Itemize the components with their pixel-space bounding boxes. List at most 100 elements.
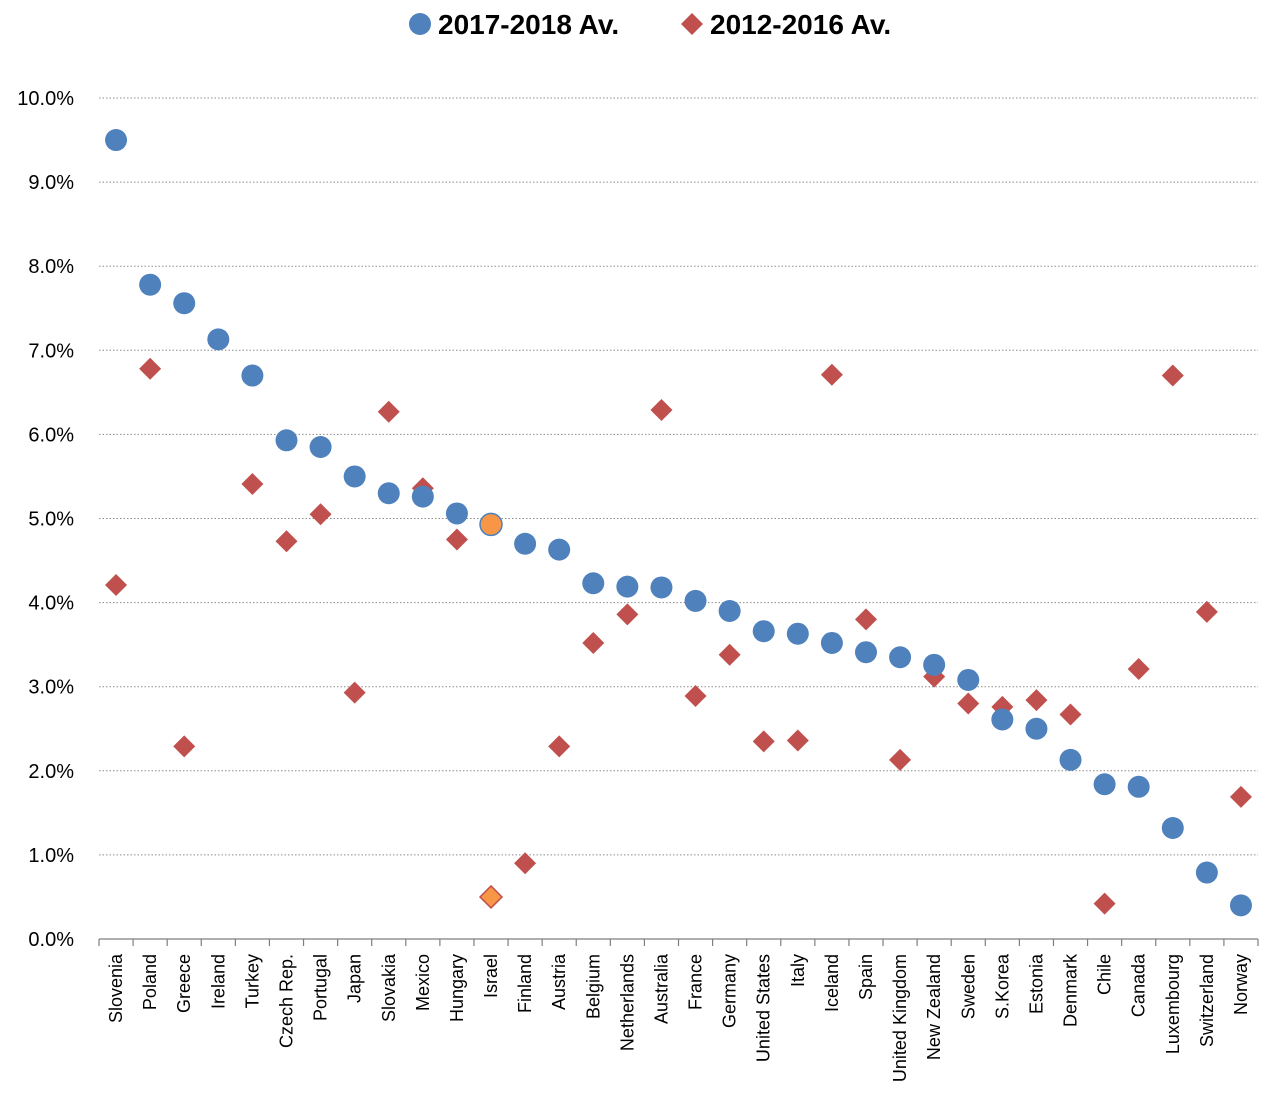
y-tick-label: 3.0%: [28, 677, 74, 699]
x-tick-label: France: [686, 954, 706, 1010]
data-point-diamond: [957, 692, 980, 715]
data-point-diamond: [1229, 785, 1252, 808]
data-point-circle: [786, 622, 809, 645]
data-point-circle: [241, 364, 264, 387]
y-tick-label: 2.0%: [28, 761, 74, 783]
data-point-circle: [854, 641, 877, 664]
data-point-diamond: [820, 363, 843, 386]
data-point-diamond: [752, 730, 775, 753]
data-point-circle: [1059, 748, 1082, 771]
data-point-diamond: [514, 852, 537, 875]
data-point-circle: [991, 708, 1014, 731]
x-tick-label: Israel: [481, 954, 501, 998]
data-point-circle: [1127, 775, 1150, 798]
data-point-diamond: [445, 528, 468, 551]
legend-label-2017-2018: 2017-2018 Av.: [438, 9, 619, 40]
x-tick-label: Switzerland: [1197, 954, 1217, 1047]
x-tick-label: Australia: [651, 953, 671, 1024]
x-tick-label: Estonia: [1026, 953, 1046, 1014]
x-tick-label: United Kingdom: [890, 954, 910, 1082]
data-point-diamond: [650, 399, 673, 422]
data-point-circle: [309, 436, 332, 459]
x-tick-label: Czech Rep.: [276, 954, 296, 1048]
data-point-circle: [684, 589, 707, 612]
x-tick-label: Italy: [788, 954, 808, 987]
data-point-diamond: [377, 400, 400, 423]
data-point-diamond: [548, 735, 571, 758]
data-point-circle: [1161, 816, 1184, 839]
data-point-circle: [548, 538, 571, 561]
data-point-circle: [1093, 773, 1116, 796]
data-point-circle: [275, 429, 298, 452]
x-tick-label: Greece: [174, 954, 194, 1013]
data-point-diamond: [889, 748, 912, 771]
x-tick-label: Canada: [1129, 953, 1149, 1017]
data-point-diamond: [718, 643, 741, 666]
data-point-diamond: [173, 735, 196, 758]
x-tick-label: United States: [754, 954, 774, 1062]
data-point-circle: [616, 575, 639, 598]
data-point-circle: [479, 512, 503, 537]
data-point-diamond: [139, 357, 162, 380]
data-point-circle: [923, 653, 946, 676]
x-tick-label: Japan: [345, 954, 365, 1003]
x-tick-label: Sweden: [958, 954, 978, 1019]
x-tick-label: Chile: [1095, 954, 1115, 995]
data-point-circle: [343, 465, 366, 488]
legend: 2017-2018 Av. 2012-2016 Av.: [409, 9, 891, 40]
data-point-circle: [377, 482, 400, 505]
x-tick-label: New Zealand: [924, 954, 944, 1060]
y-tick-label: 7.0%: [28, 340, 74, 362]
x-tick-label: Denmark: [1061, 953, 1081, 1027]
data-point-diamond: [275, 530, 298, 553]
x-tick-label: Austria: [549, 953, 569, 1010]
gridlines: [99, 97, 1258, 856]
data-point-diamond: [1161, 364, 1184, 387]
y-tick-label: 10.0%: [17, 88, 74, 110]
legend-marker-diamond: [681, 13, 703, 35]
x-tick-label: Poland: [140, 954, 160, 1010]
data-point-circle: [105, 129, 128, 152]
data-point-circle: [718, 600, 741, 623]
data-point-circle: [445, 502, 468, 525]
x-tick-label: Ireland: [208, 954, 228, 1009]
data-point-diamond: [786, 729, 809, 752]
x-tick-label: Slovakia: [379, 953, 399, 1022]
y-tick-label: 5.0%: [28, 509, 74, 531]
data-point-circle: [1229, 894, 1252, 917]
data-point-circle: [820, 631, 843, 654]
data-point-circle: [514, 532, 537, 555]
y-tick-label: 1.0%: [28, 845, 74, 867]
x-tick-label: Hungary: [447, 954, 467, 1022]
x-tick-label: Iceland: [822, 954, 842, 1012]
x-tick-label: Finland: [515, 954, 535, 1013]
data-point-diamond: [343, 681, 366, 704]
data-point-diamond: [684, 684, 707, 707]
legend-marker-circle: [409, 13, 431, 35]
data-point-circle: [957, 668, 980, 691]
x-tick-label: S.Korea: [992, 953, 1012, 1019]
data-point-circle: [173, 292, 196, 315]
x-axis: [98, 938, 1259, 946]
y-tick-label: 8.0%: [28, 256, 74, 278]
data-point-diamond: [1127, 658, 1150, 681]
legend-label-2012-2016: 2012-2016 Av.: [710, 9, 891, 40]
data-point-diamond: [854, 608, 877, 631]
x-tick-label: Germany: [720, 954, 740, 1028]
data-point-diamond: [309, 503, 332, 526]
data-point-diamond: [241, 473, 264, 496]
data-point-circle: [411, 485, 434, 508]
series-2017-2018: [105, 129, 1252, 917]
data-point-circle: [139, 273, 162, 296]
data-point-circle: [207, 328, 230, 351]
x-tick-label: Mexico: [413, 954, 433, 1011]
data-point-circle: [582, 572, 605, 595]
y-tick-label: 6.0%: [28, 424, 74, 446]
y-axis-ticks: 0.0% 1.0% 2.0% 3.0% 4.0% 5.0% 6.0% 7.0% 8.0% 9.0%…: [17, 88, 74, 951]
x-tick-label: Turkey: [242, 954, 262, 1008]
y-tick-label: 0.0%: [28, 929, 74, 951]
x-tick-label: Spain: [856, 954, 876, 1000]
data-point-diamond: [616, 603, 639, 626]
data-point-diamond: [1195, 600, 1218, 623]
